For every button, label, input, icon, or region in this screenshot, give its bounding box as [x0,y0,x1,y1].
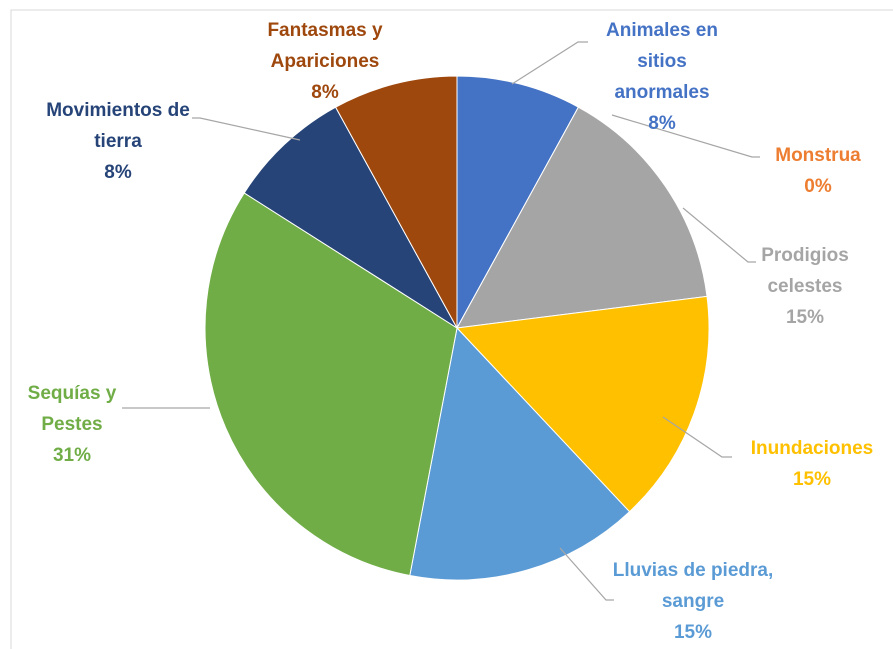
leader-line [559,547,614,601]
slice-label: Fantasmas y Apariciones 8% [245,15,405,108]
percent-label: 15% [792,469,832,490]
percent-label: 31% [52,445,92,466]
slice-label: Prodigios celestes 15% [750,240,860,333]
pie-slice [456,106,708,329]
category-name: Inundaciones [750,438,874,459]
pie-slice [334,75,458,329]
category-name: Animales en sitios anormales [606,20,718,103]
slice-label: Animales en sitios anormales 8% [595,15,730,139]
pie-slice [243,106,458,329]
category-name: Monstrua [775,145,861,166]
slice-label: Movimientos de tierra 8% [43,95,193,188]
percent-label: 15% [785,307,825,328]
slice-label: Sequías y Pestes 31% [17,378,127,471]
pie-slice [409,326,631,581]
percent-label: 8% [311,82,339,103]
pie-slice [456,75,580,329]
percent-label: 15% [673,622,713,643]
leader-line [511,41,588,85]
leader-line [192,117,301,141]
slice-label: Lluvias de piedra, sangre 15% [608,555,778,648]
category-name: Sequías y Pestes [27,383,117,435]
pie-slice [455,295,710,513]
leader-line [682,207,756,263]
leader-line [611,114,760,158]
slice-label: Inundaciones 15% [737,433,887,495]
chart-border [10,9,893,649]
pie-slice [204,192,458,577]
leader-line [662,416,732,458]
category-name: Prodigios celestes [761,245,849,297]
category-name: Lluvias de piedra, sangre [612,560,774,612]
percent-label: 0% [804,176,832,197]
percent-label: 8% [648,113,676,134]
slice-label: Monstrua 0% [753,140,883,202]
category-name: Movimientos de tierra [46,100,190,152]
category-name: Fantasmas y Apariciones [267,20,383,72]
percent-label: 8% [104,162,132,183]
